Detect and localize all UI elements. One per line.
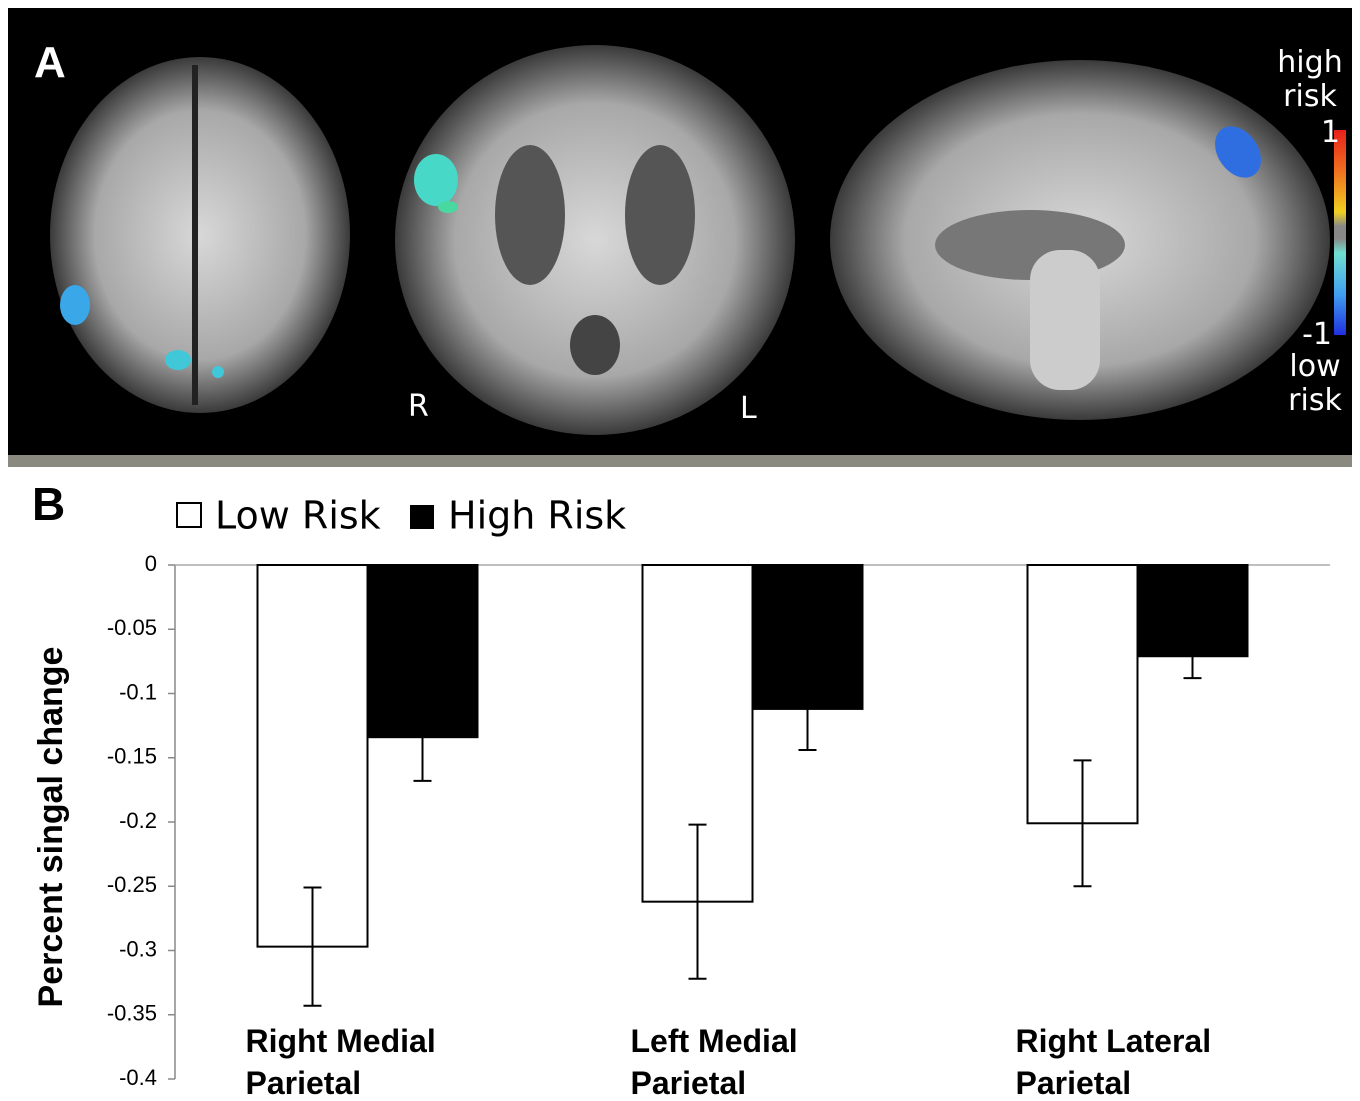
activation-blob (165, 350, 191, 370)
panel-label: B (32, 478, 65, 530)
colorbar-top-label: high risk (1270, 46, 1350, 114)
panel-label: A (34, 38, 66, 88)
orientation-label: L (740, 392, 757, 426)
colorbar (1334, 130, 1346, 335)
coronal-slice (395, 45, 795, 435)
activation-blob (60, 285, 90, 325)
y-tick-label: -0.05 (107, 615, 157, 640)
ventricle (495, 145, 565, 285)
figure-graphics: B 0 -0.05 -0.1 -0.15 -0.2 -0.25 -0.3 -0.35 -0.4 P… (0, 0, 1360, 1101)
legend-swatch (410, 505, 434, 529)
y-tick-label: -0.15 (107, 744, 157, 769)
axial-slice (50, 57, 350, 413)
x-tick-label: Right Medial Parietal (246, 1020, 476, 1101)
activation-blob (414, 154, 458, 206)
y-tick-label: -0.4 (119, 1065, 157, 1090)
activation-blob (438, 201, 458, 213)
brainstem (1030, 250, 1100, 390)
y-tick-label: -0.3 (119, 936, 157, 961)
colorbar-bottom-label: low risk (1275, 350, 1355, 418)
colorbar-min: -1 (1296, 318, 1332, 352)
y-tick-label: -0.35 (107, 1001, 157, 1026)
figure: B 0 -0.05 -0.1 -0.15 -0.2 -0.25 -0.3 -0.35 -0.4 P… (0, 0, 1360, 1101)
ventricle (570, 315, 620, 375)
colorbar-max: 1 (1310, 116, 1340, 150)
activation-blob (212, 366, 224, 378)
y-tick-label: -0.2 (119, 808, 157, 833)
legend-label: Low Risk (215, 494, 381, 538)
y-tick-label: -0.1 (119, 679, 157, 704)
x-tick-label: Left Medial Parietal (631, 1020, 861, 1101)
legend-swatch (177, 503, 201, 527)
panel-divider (8, 455, 1352, 467)
x-tick-label: Right Lateral Parietal (1016, 1020, 1246, 1101)
orientation-label: R (408, 390, 429, 424)
y-axis-label: Percent singal change (32, 647, 70, 1008)
y-tick-label: -0.25 (107, 872, 157, 897)
ventricle (625, 145, 695, 285)
legend-label: High Risk (448, 494, 626, 538)
y-tick-label: 0 (145, 551, 157, 576)
